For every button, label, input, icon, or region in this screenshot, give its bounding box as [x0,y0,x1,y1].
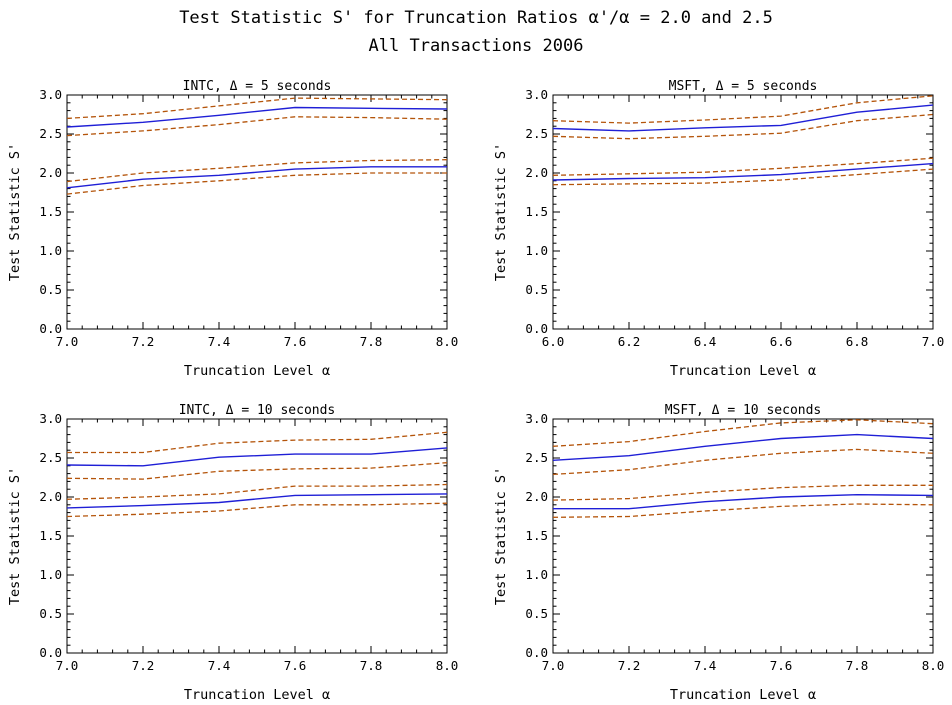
x-tick-label: 7.4 [694,658,717,673]
x-tick-label: 7.2 [132,334,155,349]
series-line-band [66,159,448,183]
x-axis-label: Truncation Level α [670,687,816,703]
y-tick-label: 1.5 [39,528,62,543]
y-tick-label: 0.0 [525,321,548,336]
y-axis-label: Test Statistic S' [493,467,509,605]
y-tick-label: 1.0 [39,567,62,582]
x-tick-label: 6.2 [618,334,641,349]
x-tick-label: 7.6 [770,658,793,673]
y-tick-label: 0.0 [39,321,62,336]
chart-panel: MSFT, Δ = 5 seconds 0.0 0.5 1.0 1.5 2.0 2.5 3.0… [493,79,944,379]
x-axis-label: Truncation Level α [670,363,816,379]
y-tick-label: 0.5 [525,606,548,621]
x-tick-label: 7.6 [284,658,307,673]
series-line-band [552,168,934,186]
series-line-band [66,483,448,500]
y-tick-label: 2.0 [39,489,62,504]
y-tick-label: 2.5 [525,126,548,141]
series-line-band [67,431,448,454]
y-tick-label: 1.5 [525,204,548,219]
x-tick-label: 7.2 [618,658,641,673]
y-tick-label: 0.0 [39,645,62,660]
chart-panel: INTC, Δ = 10 seconds 0.0 0.5 1.0 1.5 2.0 2.5 3.… [7,403,458,703]
series-line-band [66,502,448,518]
series-line-band [552,503,934,518]
y-tick-label: 0.5 [39,606,62,621]
series-line-central [553,493,934,510]
y-axis-label: Test Statistic S' [493,143,509,281]
y-tick-label: 2.5 [39,450,62,465]
plot-frame [66,94,448,330]
series-line-band [66,172,447,195]
y-tick-label: 2.5 [525,450,548,465]
x-tick-label: 8.0 [436,334,459,349]
x-tick-label: 7.0 [56,334,79,349]
y-tick-label: 0.0 [525,645,548,660]
x-tick-label: 8.0 [436,658,459,673]
y-tick-label: 2.0 [525,165,548,180]
x-tick-label: 7.4 [208,334,231,349]
y-axis-label: Test Statistic S' [7,467,23,605]
x-tick-label: 6.6 [770,334,793,349]
y-tick-label: 1.0 [525,567,548,582]
figure-title-line1: Test Statistic S' for Truncation Ratios … [179,8,773,28]
plot-frame [552,418,934,654]
panel-title: INTC, Δ = 5 seconds [183,79,332,94]
y-tick-label: 2.0 [39,165,62,180]
y-tick-label: 1.5 [39,204,62,219]
chart-panel: INTC, Δ = 5 seconds 0.0 0.5 1.0 1.5 2.0 2.5 3.0… [7,79,458,379]
series-line-central [66,493,448,509]
y-tick-label: 3.0 [39,87,62,102]
x-tick-label: 7.0 [56,658,79,673]
x-tick-label: 7.6 [284,334,307,349]
series-line-band [552,448,934,476]
y-tick-label: 3.0 [525,411,548,426]
y-tick-label: 0.5 [525,282,548,297]
y-tick-label: 1.0 [39,243,62,258]
x-axis-label: Truncation Level α [184,687,330,703]
series-line-central [552,104,934,132]
y-tick-label: 3.0 [39,411,62,426]
series-line-central [66,166,447,189]
x-tick-label: 6.4 [694,334,717,349]
x-tick-label: 7.0 [922,334,945,349]
plot-frame [66,418,448,654]
series-line-central [552,433,934,461]
y-axis-label: Test Statistic S' [7,143,23,281]
x-tick-label: 7.4 [208,658,231,673]
x-tick-label: 7.0 [542,658,565,673]
x-axis-label: Truncation Level α [184,363,330,379]
panel-title: INTC, Δ = 10 seconds [179,403,336,418]
y-tick-label: 1.5 [525,528,548,543]
x-tick-label: 7.8 [360,658,383,673]
series-line-band [552,157,934,176]
chart-panels: INTC, Δ = 5 seconds 0.0 0.5 1.0 1.5 2.0 2.5 3.0… [7,79,944,703]
x-tick-label: 7.8 [846,658,869,673]
figure-title-line2: All Transactions 2006 [369,36,584,56]
y-tick-label: 1.0 [525,243,548,258]
series-line-band [552,484,933,501]
x-tick-label: 6.0 [542,334,565,349]
chart-panel: MSFT, Δ = 10 seconds 0.0 0.5 1.0 1.5 2.0 2.5 3.… [493,403,944,703]
x-tick-label: 7.8 [360,334,383,349]
x-tick-label: 7.2 [132,658,155,673]
y-tick-label: 0.5 [39,282,62,297]
y-tick-label: 3.0 [525,87,548,102]
series-line-central [66,106,448,128]
panel-title: MSFT, Δ = 10 seconds [665,403,822,418]
panel-title: MSFT, Δ = 5 seconds [669,79,818,94]
series-line-central [66,447,448,467]
x-tick-label: 8.0 [922,658,945,673]
series-line-band [66,116,448,137]
y-tick-label: 2.5 [39,126,62,141]
series-line-central [552,162,934,181]
y-tick-label: 2.0 [525,489,548,504]
x-tick-label: 6.8 [846,334,869,349]
